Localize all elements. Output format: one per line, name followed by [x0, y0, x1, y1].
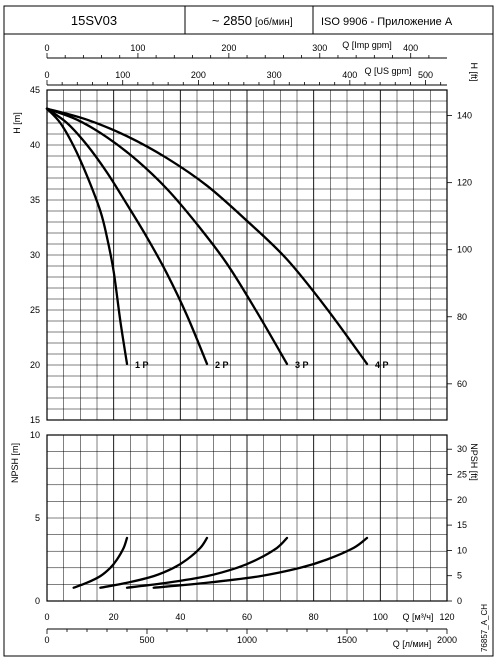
standard-label: ISO 9906 - Приложение A: [321, 16, 453, 28]
head-curve-2: [45, 107, 209, 366]
npsh-right-tick-label: 20: [457, 495, 467, 505]
bottom-axis-m3h-tick-label: 60: [242, 612, 252, 622]
plot-border: [46, 89, 448, 421]
model-title: 15SV03: [71, 13, 117, 28]
top-axis-us-tick-label: 200: [191, 70, 206, 80]
head-curve-label: 2 P: [215, 360, 229, 370]
top-axis-imp-tick-label: 200: [221, 43, 236, 53]
npsh-plot: 0 5 10 0 5 10 15 20 25 30: [30, 430, 467, 606]
npsh-curve-4: [152, 536, 369, 589]
head-curve-3: [45, 107, 289, 366]
head-right-tick-label: 60: [457, 379, 467, 389]
head-tick-label: 35: [30, 195, 40, 205]
top-axis-us-label: Q [US gpm]: [364, 66, 411, 76]
npsh-ticks: 0 5 10 0 5 10 15 20 25 30: [30, 430, 467, 606]
head-tick-label: 25: [30, 305, 40, 315]
head-right-tick-label: 80: [457, 312, 467, 322]
head-right-tick-label: 100: [457, 245, 472, 255]
bottom-axis-m3h: 0 20 40 60 80 100 120: [44, 612, 454, 622]
speed-unit: [об/мин]: [255, 16, 293, 28]
header: 15SV03 ~ 2850 [об/мин] ISO 9906 - Прилож…: [3, 5, 494, 35]
npsh-right-tick-label: 30: [457, 444, 467, 454]
top-axis-imp-label: Q [Imp gpm]: [342, 40, 392, 50]
head-grid: [46, 89, 448, 421]
top-axis-us-tick-label: 400: [342, 70, 357, 80]
npsh-right-tick-label: 15: [457, 520, 467, 530]
speed-value: ~ 2850: [212, 13, 252, 28]
top-axis-imp-tick-label: 300: [312, 43, 327, 53]
head-tick-label: 40: [30, 140, 40, 150]
top-axis-imp-tick-label: 400: [403, 43, 418, 53]
head-curve-label: 4 P: [375, 360, 389, 370]
npsh-curves: [72, 536, 369, 589]
top-axis-imp-tick-label: 0: [44, 43, 49, 53]
head-curve-1: [45, 107, 129, 366]
head-tick-label: 15: [30, 415, 40, 425]
top-axis-us-tick-label: 0: [44, 70, 49, 80]
npsh-ylabel-right: NPSH [ft]: [469, 443, 479, 481]
top-axis-us-tick-label: 500: [418, 70, 433, 80]
npsh-curve-2: [99, 536, 209, 589]
head-curve-label: 3 P: [295, 360, 309, 370]
bottom-axis-lmin-tick-label: 500: [139, 635, 154, 645]
bottom-axis-m3h-tick-label: 100: [373, 612, 388, 622]
top-axis-us: 0 100 200 300 400 500: [44, 70, 447, 86]
head-tick-label: 45: [30, 85, 40, 95]
npsh-right-tick-label: 10: [457, 545, 467, 555]
bottom-axis-m3h-tick-label: 120: [439, 612, 454, 622]
head-ticks: 15 20 25 30 35 40 45 60 80 100 120 140: [30, 85, 472, 425]
bottom-axis-lmin-tick-label: 1500: [337, 635, 357, 645]
head-curve-label: 1 P: [135, 360, 149, 370]
npsh-curve-3: [125, 536, 289, 589]
npsh-tick-label: 0: [35, 596, 40, 606]
plot-border: [46, 434, 448, 602]
document-code: 76857_A_CH: [480, 604, 489, 652]
head-ylabel: H [m]: [12, 112, 22, 134]
npsh-curve-1: [72, 536, 129, 589]
npsh-right-tick-label: 25: [457, 470, 467, 480]
bottom-axis-lmin-tick-label: 0: [44, 635, 49, 645]
npsh-right-tick-label: 5: [457, 571, 462, 581]
bottom-axis-m3h-tick-label: 40: [175, 612, 185, 622]
top-axis-us-tick-label: 100: [115, 70, 130, 80]
head-tick-label: 30: [30, 250, 40, 260]
npsh-grid: [46, 434, 448, 602]
top-axis-imp: 0 100 200 300 400: [44, 43, 447, 59]
head-ylabel-right: H [ft]: [469, 62, 479, 81]
bottom-axis-m3h-tick-label: 20: [109, 612, 119, 622]
head-tick-label: 20: [30, 360, 40, 370]
head-curves: 1 P 2 P 3 P 4 P: [45, 107, 389, 370]
bottom-axis-lmin-label: Q [л/мин]: [393, 639, 431, 649]
bottom-axis-m3h-tick-label: 0: [44, 612, 49, 622]
npsh-tick-label: 5: [35, 513, 40, 523]
bottom-axis-m3h-label: Q [м³/ч]: [403, 612, 434, 622]
bottom-axis-lmin-tick-label: 1000: [237, 635, 257, 645]
head-right-tick-label: 140: [457, 111, 472, 121]
bottom-axis-lmin-tick-label: 2000: [437, 635, 457, 645]
head-plot: 1 P 2 P 3 P 4 P 15 20 25 30 35 40 45 60 80 100 120 140: [30, 85, 472, 425]
npsh-tick-label: 10: [30, 430, 40, 440]
head-right-tick-label: 120: [457, 178, 472, 188]
top-axis-imp-tick-label: 100: [130, 43, 145, 53]
npsh-right-tick-label: 0: [457, 596, 462, 606]
top-axis-us-tick-label: 300: [267, 70, 282, 80]
bottom-axis-lmin: 0 500 1000 1500 2000: [44, 628, 457, 645]
bottom-axis-m3h-tick-label: 80: [309, 612, 319, 622]
head-curve-4: [45, 107, 369, 366]
outer-frame: [3, 33, 494, 657]
npsh-ylabel: NPSH [m]: [10, 443, 20, 483]
